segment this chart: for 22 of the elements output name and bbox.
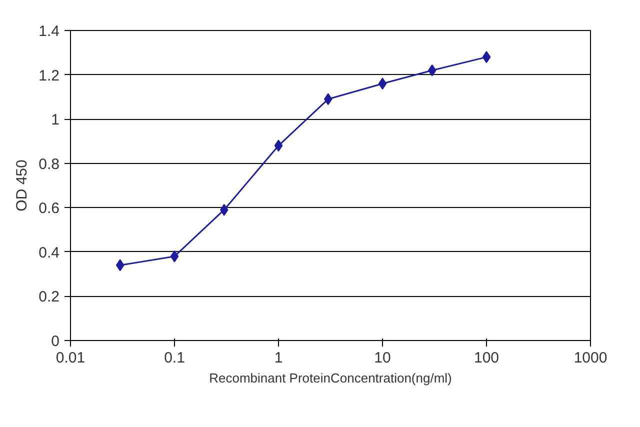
x-axis-title: Recombinant ProteinConcentration(ng/ml) [209,370,452,386]
point [220,204,228,216]
point [482,51,491,64]
x-tick-label: 10 [374,350,391,366]
point [274,140,283,152]
y-tick-label: 1 [51,112,60,129]
y-tick-label: 0.2 [38,288,60,306]
y-axis-title: OD 450 [14,160,31,212]
y-tick-label: 0.6 [38,200,60,218]
y-tick-label: 0.8 [38,156,60,173]
point [116,259,124,272]
x-tick-label: 1 [274,350,283,366]
x-tick-label: 0.01 [56,350,86,366]
point [378,78,387,90]
y-tick-label: 1.4 [38,23,60,40]
y-tick-label: 0 [51,333,60,350]
x-tick-label: 100 [474,350,500,366]
y-tick-label: 0.4 [38,244,60,262]
x-tick-label: 1000 [574,350,608,366]
x-tick-label: 0.1 [164,350,185,366]
y-tick-label: 1.2 [38,67,60,84]
point [324,93,332,106]
